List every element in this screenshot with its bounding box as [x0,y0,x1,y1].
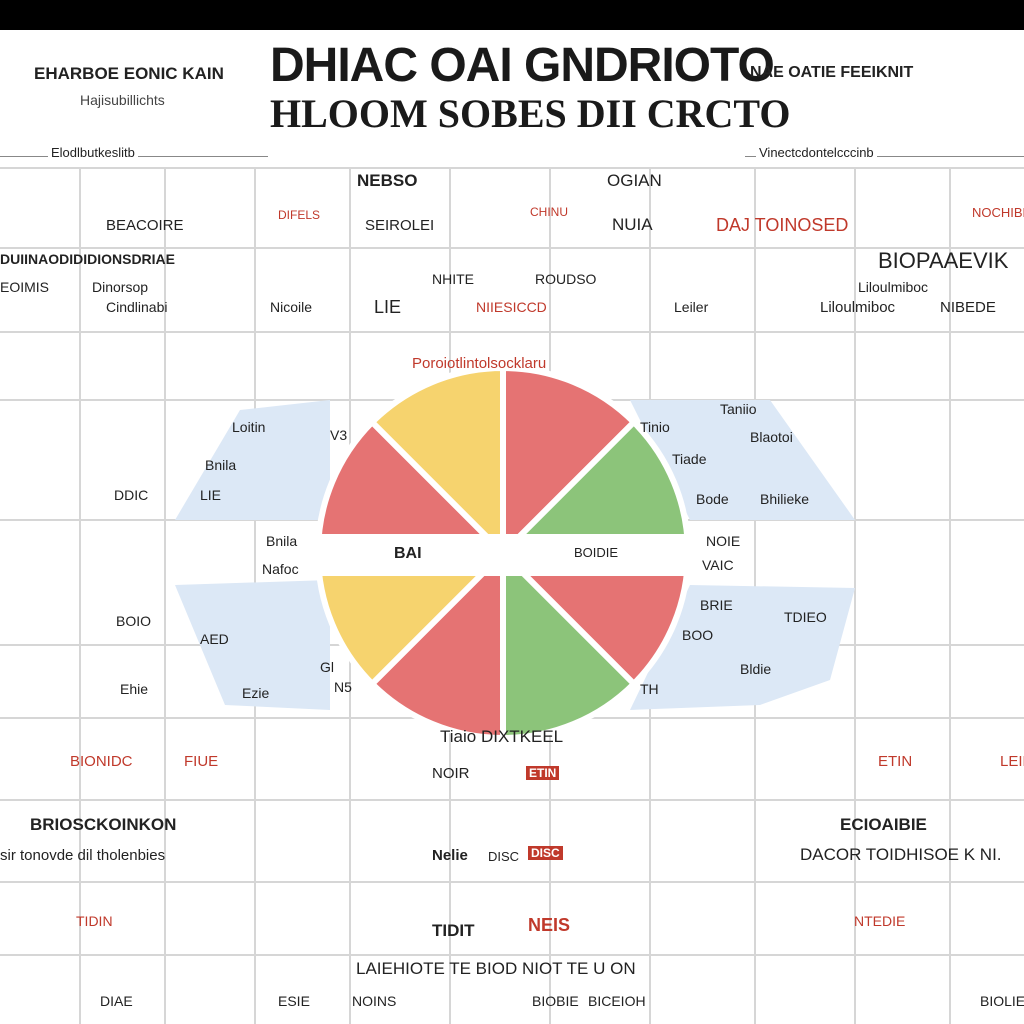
pie-left-label-8: AED [200,631,229,647]
cell-top-nibso: NEBSO [357,171,418,190]
pie-left-label-10: Gl [320,659,334,675]
cell-b3-badge: DISC [528,846,563,860]
cell-r1-f: DAJ TOINOSED [716,215,849,235]
pie-left-label-2: V3 [330,427,348,443]
cell-r3-a: EOIMIS [0,279,50,295]
cell-b1-badge: ETIN [526,766,560,780]
pie-left-label-9: BOIO [116,613,152,629]
cell-b3-a: sir tonovde dil tholenbies [0,847,166,864]
cell-b4-d: NTEDIE [854,913,906,929]
cell-b2-b: ECIOAIBIE [840,815,927,834]
cell-b3-d: DACOR TOIDHISOE K NI. [800,845,1002,864]
cell-b3-c: DISC [488,849,520,864]
cell-r5-a: DIAE [100,993,133,1009]
pie-right-label-10: TDIEO [784,609,827,625]
cell-r2-d: BIOPAAEVIK [878,248,1009,273]
pie-left-label-3: Bnila [205,457,237,473]
cell-r5-b: ESIE [278,993,310,1009]
cell-r1-e: NUIA [612,215,653,234]
cell-b1-d: ETIN [878,753,913,770]
top-black-bar [0,0,1024,30]
cell-r3-g: Leiler [674,299,709,315]
pie-left-label-6: Bnila [266,533,298,549]
cell-r1-g: NOCHIBE [972,205,1024,220]
chart-band-top [175,400,330,520]
pie-right-label-8: VAIC [702,557,734,573]
pie-right-label-2: Tinio [640,419,670,435]
cell-r3-h: Liloulmiboc [820,299,896,316]
chart-band-top-right [630,400,855,520]
header-right-rule [745,156,1024,157]
pie-right-label-3: Blaotoi [750,429,793,445]
bottom-caption: Tiaio DIXTKEEL [440,727,564,746]
chart-band-bottom-right [630,585,855,710]
pie-left-label-7: Nafoc [262,561,299,577]
cell-b3-b: Nelie [432,847,468,864]
cell-r1-a: BEACOIRE [106,217,184,234]
cell-b4-a: TIDIN [76,913,113,929]
cell-r2-a: DUIINAODIDIDIONSDRIAE [0,251,176,267]
chart-caption: Poroiotlintolsocklaru [412,355,547,372]
cell-r5-d: BIOBIE [532,993,579,1009]
cell-top-ogian: OGIAN [607,171,662,190]
pie-right-label-5: Bode [696,491,729,507]
pie-right-label-4: Tiade [672,451,707,467]
header-left-title: EHARBOE EONIC KAIN [34,64,224,83]
cell-b2-a: BRIOSCKOINKON [30,815,177,834]
cell-r1-b: DIFELS [278,208,321,222]
cell-r5-e: BICEIOH [588,993,646,1009]
cell-r1-c: SEIROLEI [365,217,435,234]
header-left-rule-label: Elodlbutkeslitb [48,146,138,159]
pie-right-label-9: BRIE [700,597,733,613]
cell-r3-i: NIBEDE [940,299,996,316]
cell-r3-e: LIE [374,297,402,317]
cell-r2-b: NHITE [432,271,474,287]
cell-b1-a: BIONIDC [70,753,133,770]
header-right-rule-label: Vinectcdontelcccinb [756,146,877,159]
cell-b4-b: TIDIT [432,921,475,940]
pie-left-label-12: Ezie [242,685,270,701]
pie-right-label-13: TH [640,681,659,697]
pie-left-label-13: N5 [334,679,352,695]
pie-right-label-7: NOIE [706,533,741,549]
pie-right-label-6: Bhilieke [760,491,810,507]
cell-r3-j: Liloulmiboc [858,279,929,295]
cell-r5-f: BIOLIE [980,993,1024,1009]
pie-right-label-11: BOO [682,627,714,643]
header-right-title: NAE OATIE FEEIKNIT [750,64,914,81]
chart-band-bottom-left [175,580,330,710]
page-title: DHIAC OAI GNDRIOTO [270,39,775,92]
cell-b1-c: NOIR [432,765,470,782]
cell-b1-b: FIUE [184,753,219,770]
cell-r2-c: ROUDSO [535,271,597,287]
pie-right-label-12: Bldie [740,661,772,677]
pie-left-label-11: Ehie [120,681,149,697]
footer-caption: LAIEHIOTE TE BIOD NIOT TE U ON [356,959,636,978]
pie-center-label-right: BOIDIE [574,545,619,560]
pie-right-label-1: Taniio [720,401,757,417]
cell-b1-e: LEIN [1000,753,1024,770]
cell-r3-f: NIIESICCD [476,299,547,315]
header-left-subtitle: Hajisubillichts [80,92,165,108]
cell-r3-b: Dinorsop [92,279,149,295]
cell-r5-c: NOINS [352,993,397,1009]
cell-r1-d: CHINU [530,205,568,219]
cell-r3-d: Nicoile [270,299,313,315]
cell-r3-c: Cindlinabi [106,299,168,315]
cell-b4-c: NEIS [528,915,571,935]
pie-left-label-1: Loitin [232,419,266,435]
page-subtitle: HLOOM SOBES DII CRCTO [270,91,791,136]
pie-left-label-4: LIE [200,487,222,503]
pie-center-divider [318,534,688,576]
pie-center-label-left: BAI [394,545,422,562]
pie-left-label-5: DDIC [114,487,149,503]
